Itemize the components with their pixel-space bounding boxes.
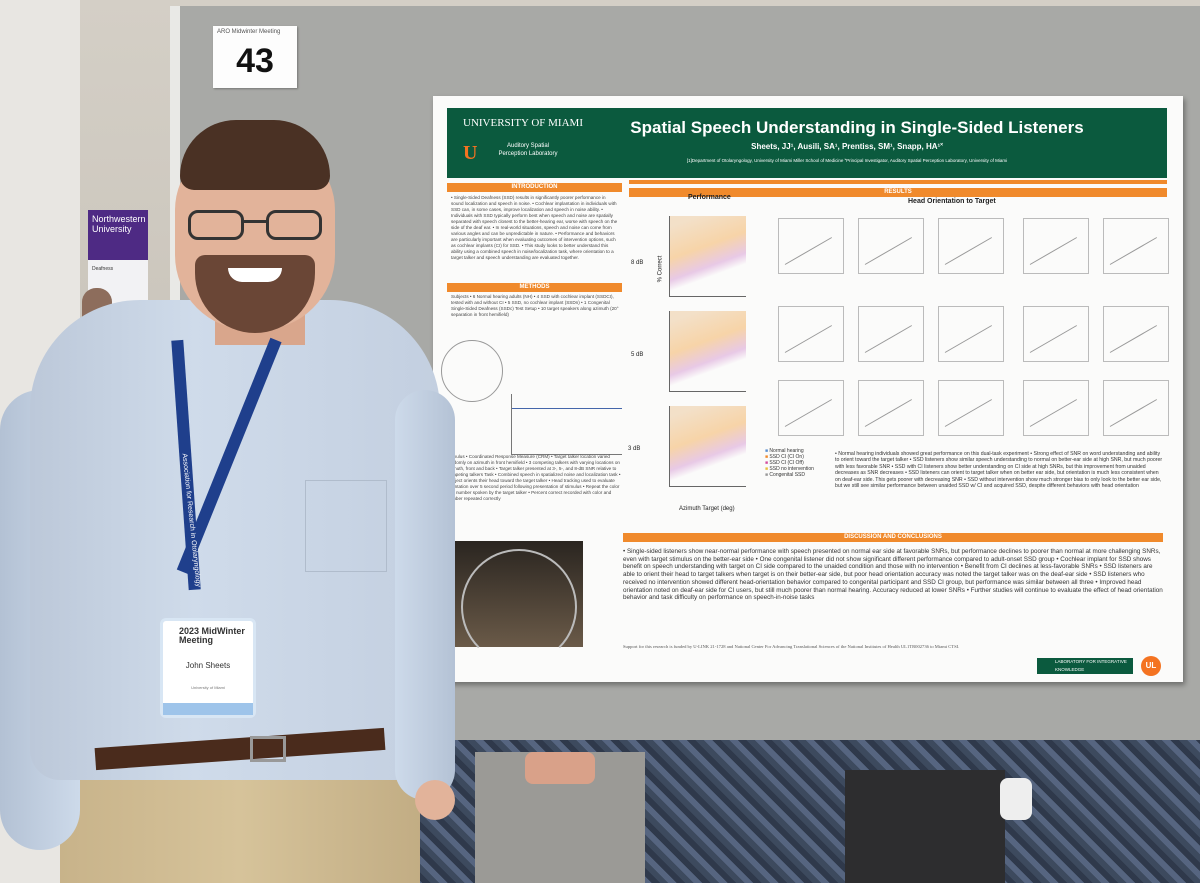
presenter-right-arm (395, 390, 455, 800)
snr-label-8db: 8 dB (631, 260, 644, 266)
section-methods: METHODS (447, 283, 622, 292)
speaker-array-photo (451, 541, 583, 665)
lik-logo: LABORATORY FOR INTEGRATIVE KNOWLEDGE (1037, 658, 1133, 674)
poster-title: Spatial Speech Understanding in Single-S… (630, 118, 1084, 137)
university-logo: U (463, 142, 478, 164)
head-orientation-plot (778, 380, 844, 436)
background-poster-header: Northwestern University (88, 210, 148, 260)
legend-item: ■ SSD CI (CI On) (765, 454, 804, 460)
head-orientation-plot (1103, 380, 1169, 436)
head-orientation-plot (858, 306, 924, 362)
legend-item: ■ SSD no intervention (765, 466, 814, 472)
head-orientation-plot (938, 218, 1004, 274)
head-orientation-plot (938, 380, 1004, 436)
results-findings-text: • Normal hearing individuals showed grea… (835, 451, 1163, 490)
poster-authors: Sheets, JJ¹, Ausili, SA¹, Prentiss, SM¹,… (751, 142, 943, 151)
legend-item: ■ SSD CI (CI Off) (765, 460, 804, 466)
head-orientation-plot (858, 218, 924, 274)
results-rule (629, 180, 1167, 184)
head-tracking-trace (511, 394, 622, 455)
performance-label: Performance (688, 194, 731, 201)
bystander-hand (525, 752, 595, 784)
head-orientation-plot (858, 380, 924, 436)
head-orientation-plot (1103, 306, 1169, 362)
badge-ribbon (163, 703, 253, 715)
head-orientation-plot (1023, 218, 1089, 274)
board-number-card: ARO Midwinter Meeting 43 (213, 26, 297, 88)
head-orientation-plot (1023, 306, 1089, 362)
y-axis-label: % Correct (657, 255, 664, 283)
presenter-smile (228, 268, 282, 282)
presenter-hair (180, 120, 330, 190)
shirt-pocket (305, 480, 387, 572)
head-orientation-label: Head Orientation to Target (908, 198, 996, 205)
section-discussion: DISCUSSION AND CONCLUSIONS (623, 533, 1163, 542)
head-orientation-plot (938, 306, 1004, 362)
background-poster-text: Deafness (92, 266, 114, 272)
results-legend: ■ Normal hearing ■ SSD CI (CI On) ■ SSD … (765, 448, 814, 478)
performance-plot-5db (669, 311, 746, 392)
glasses (188, 210, 324, 242)
speaker-setup-diagram (441, 340, 503, 402)
bystander-legs-dark (845, 770, 1005, 883)
snr-label-3db: 3 dB (628, 446, 641, 452)
snr-label-5db: 5 dB (631, 352, 644, 358)
poster-affiliation: [1]Department of Otolaryngology, Univers… (686, 158, 1008, 163)
name-badge: 2023 MidWinter Meeting John Sheets Unive… (160, 618, 256, 718)
section-results: RESULTS (629, 188, 1167, 197)
head-orientation-plot (778, 306, 844, 362)
ul-badge: UL (1141, 656, 1161, 676)
badge-affiliation: University of Miami (191, 685, 225, 690)
head-orientation-plot (1103, 218, 1169, 274)
methods-text: Subjects • 6 Normal hearing adults (NH) … (451, 294, 619, 317)
section-introduction: INTRODUCTION (447, 183, 622, 192)
bystander-shoe (1000, 778, 1032, 820)
introduction-text: • Single-Sided Deafness (SSD) results in… (451, 195, 618, 260)
legend-item: ■ Normal hearing (765, 448, 804, 454)
poster-university: UNIVERSITY OF MIAMI (463, 117, 583, 129)
head-orientation-plot (778, 218, 844, 274)
discussion-text: • Single-sided listeners show near-norma… (623, 548, 1163, 602)
presenter-hand (415, 780, 455, 820)
x-axis-label: Azimuth Target (deg) (679, 506, 735, 512)
performance-plot-3db (669, 406, 746, 487)
poster-header: UNIVERSITY OF MIAMI U Auditory Spatial P… (447, 108, 1167, 178)
performance-plot-8db (669, 216, 746, 297)
funding-note: Support for this research is funded by U… (623, 644, 960, 649)
board-number: 43 (236, 42, 274, 80)
badge-name: John Sheets (185, 661, 231, 670)
head-orientation-plot (1023, 380, 1089, 436)
belt-buckle (250, 736, 286, 762)
poster-lab-name: Auditory Spatial Perception Laboratory (498, 143, 558, 157)
board-meeting-label: ARO Midwinter Meeting (217, 29, 281, 35)
stimulus-task-text: Stimulus • Coordinated Response Measure … (447, 454, 621, 501)
legend-item: ■ Congenital SSD (765, 472, 805, 478)
research-poster: UNIVERSITY OF MIAMI U Auditory Spatial P… (433, 96, 1183, 682)
badge-event: 2023 MidWinter Meeting (179, 626, 245, 645)
